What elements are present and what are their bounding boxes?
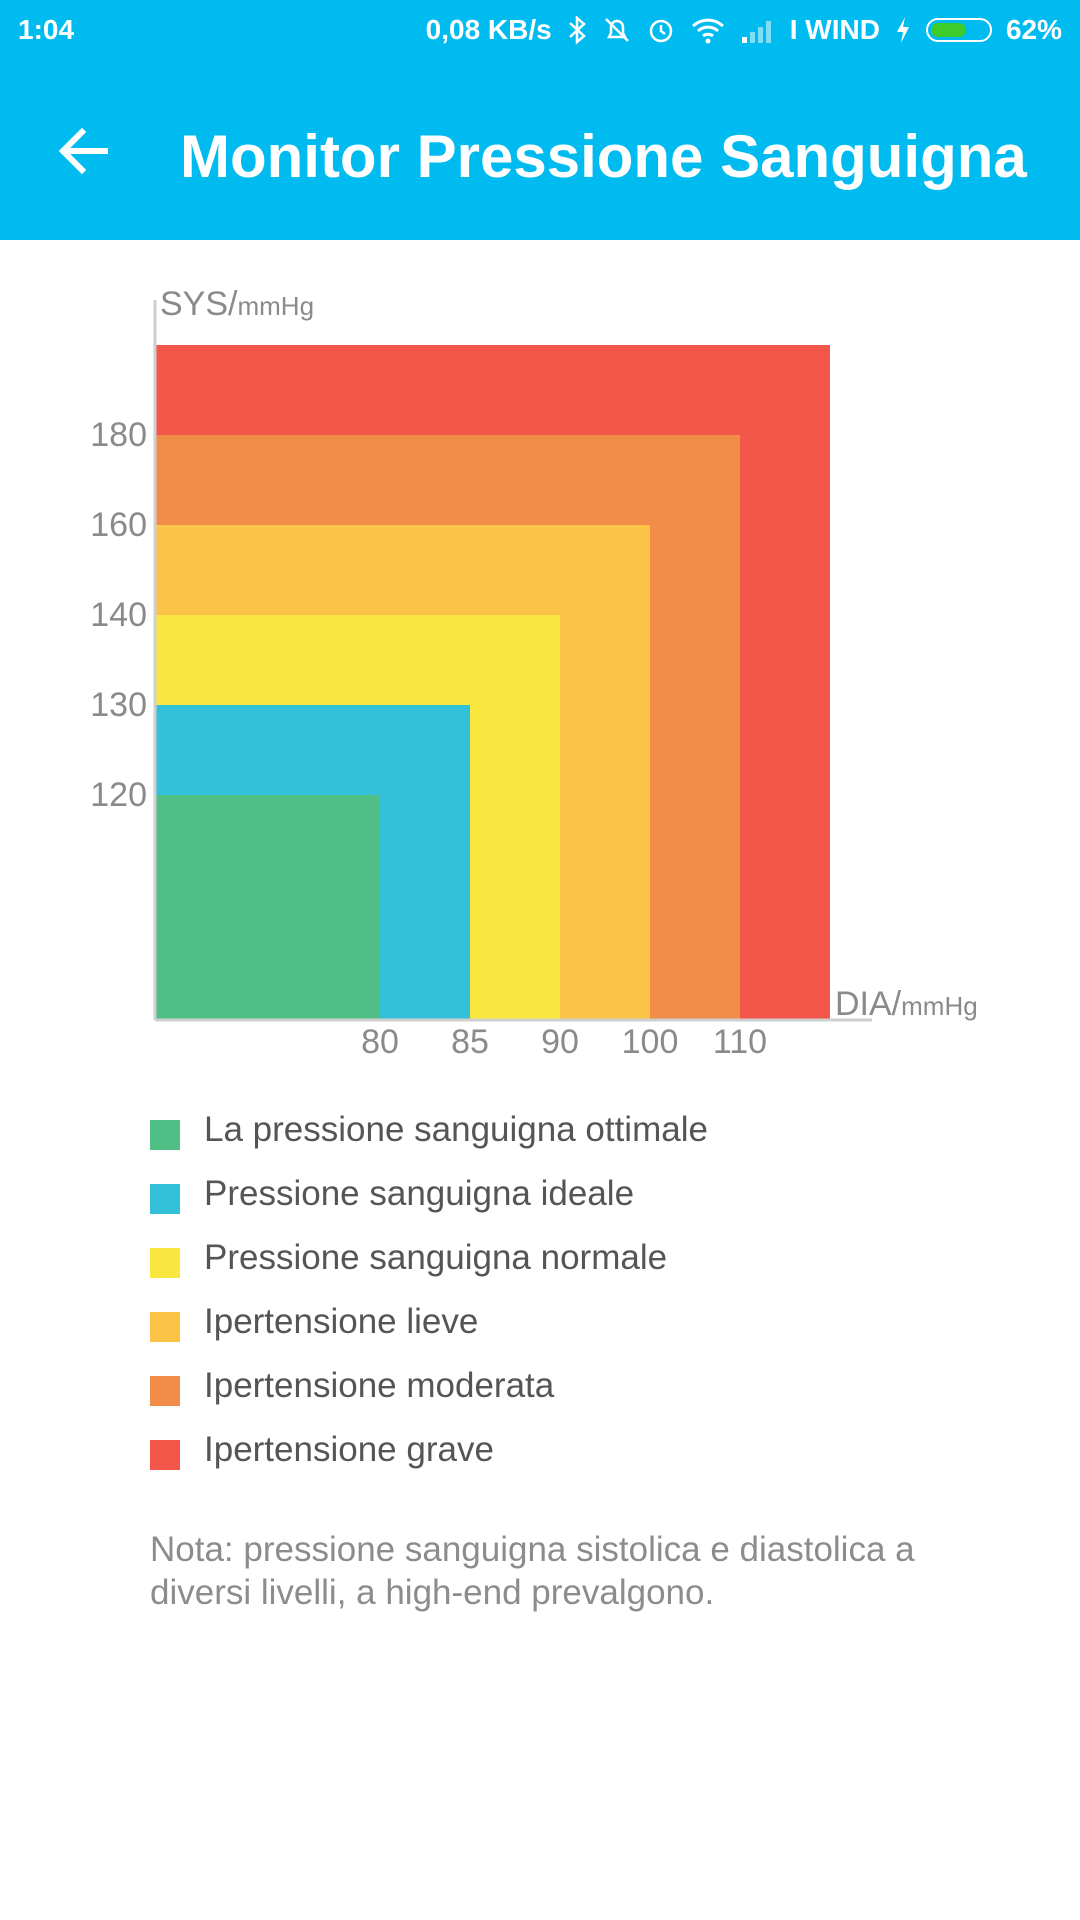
y-tick-label: 120 [90, 776, 147, 814]
x-tick-label: 110 [713, 1023, 767, 1061]
page-title: Monitor Pressione Sanguigna [180, 123, 1027, 190]
y-tick-label: 130 [90, 686, 147, 724]
legend-label: Ipertensione lieve [204, 1302, 479, 1341]
legend-label: Ipertensione grave [204, 1430, 494, 1469]
legend-label: Pressione sanguigna normale [204, 1238, 668, 1277]
battery-icon [925, 18, 992, 42]
legend-swatch [150, 1376, 180, 1406]
legend-swatch [150, 1184, 180, 1214]
y-axis-label: SYS/mmHg [160, 285, 314, 323]
carrier-name: I WIND [789, 14, 880, 45]
y-tick-label: 160 [90, 506, 147, 544]
battery-fill [930, 23, 966, 37]
legend-swatch [150, 1312, 180, 1342]
x-tick-label: 85 [451, 1023, 489, 1061]
signal-icon [741, 21, 771, 43]
battery-percent: 62% [1005, 14, 1062, 45]
charging-icon [896, 17, 909, 43]
legend-label: Ipertensione moderata [204, 1366, 555, 1405]
legend-label: La pressione sanguigna ottimale [204, 1110, 708, 1149]
alarm-icon [649, 19, 672, 43]
bluetooth-icon [568, 15, 586, 45]
mute-bell-icon [604, 18, 629, 42]
legend-label: Pressione sanguigna ideale [204, 1174, 635, 1213]
status-bar: 1:04 0,08 KB/s I WIND [0, 0, 1080, 60]
y-tick-label: 180 [90, 416, 147, 454]
x-axis-label: DIA/mmHg [835, 985, 978, 1023]
legend-swatch [150, 1120, 180, 1150]
wifi-icon [691, 18, 724, 44]
blood-pressure-chart: 180 160 140 130 120 80 85 90 100 110 SYS/mmHg DIA/m… [90, 285, 978, 1061]
network-speed: 0,08 KB/s [425, 14, 552, 45]
y-tick-label: 140 [90, 596, 147, 634]
x-tick-label: 100 [622, 1023, 679, 1061]
x-tick-label: 80 [361, 1023, 399, 1061]
zone-6 [155, 795, 380, 1020]
status-right: 0,08 KB/s I WIND 62% [412, 14, 1062, 46]
arrow-back-icon[interactable] [50, 116, 120, 186]
legend-swatch [150, 1248, 180, 1278]
status-time: 1:04 [18, 14, 75, 45]
app-bar: Monitor Pressione Sanguigna [0, 60, 1080, 240]
x-tick-label: 90 [541, 1023, 579, 1061]
note-text: Nota: pressione sanguigna sistolica e di… [150, 1530, 915, 1612]
legend-swatch [150, 1440, 180, 1470]
